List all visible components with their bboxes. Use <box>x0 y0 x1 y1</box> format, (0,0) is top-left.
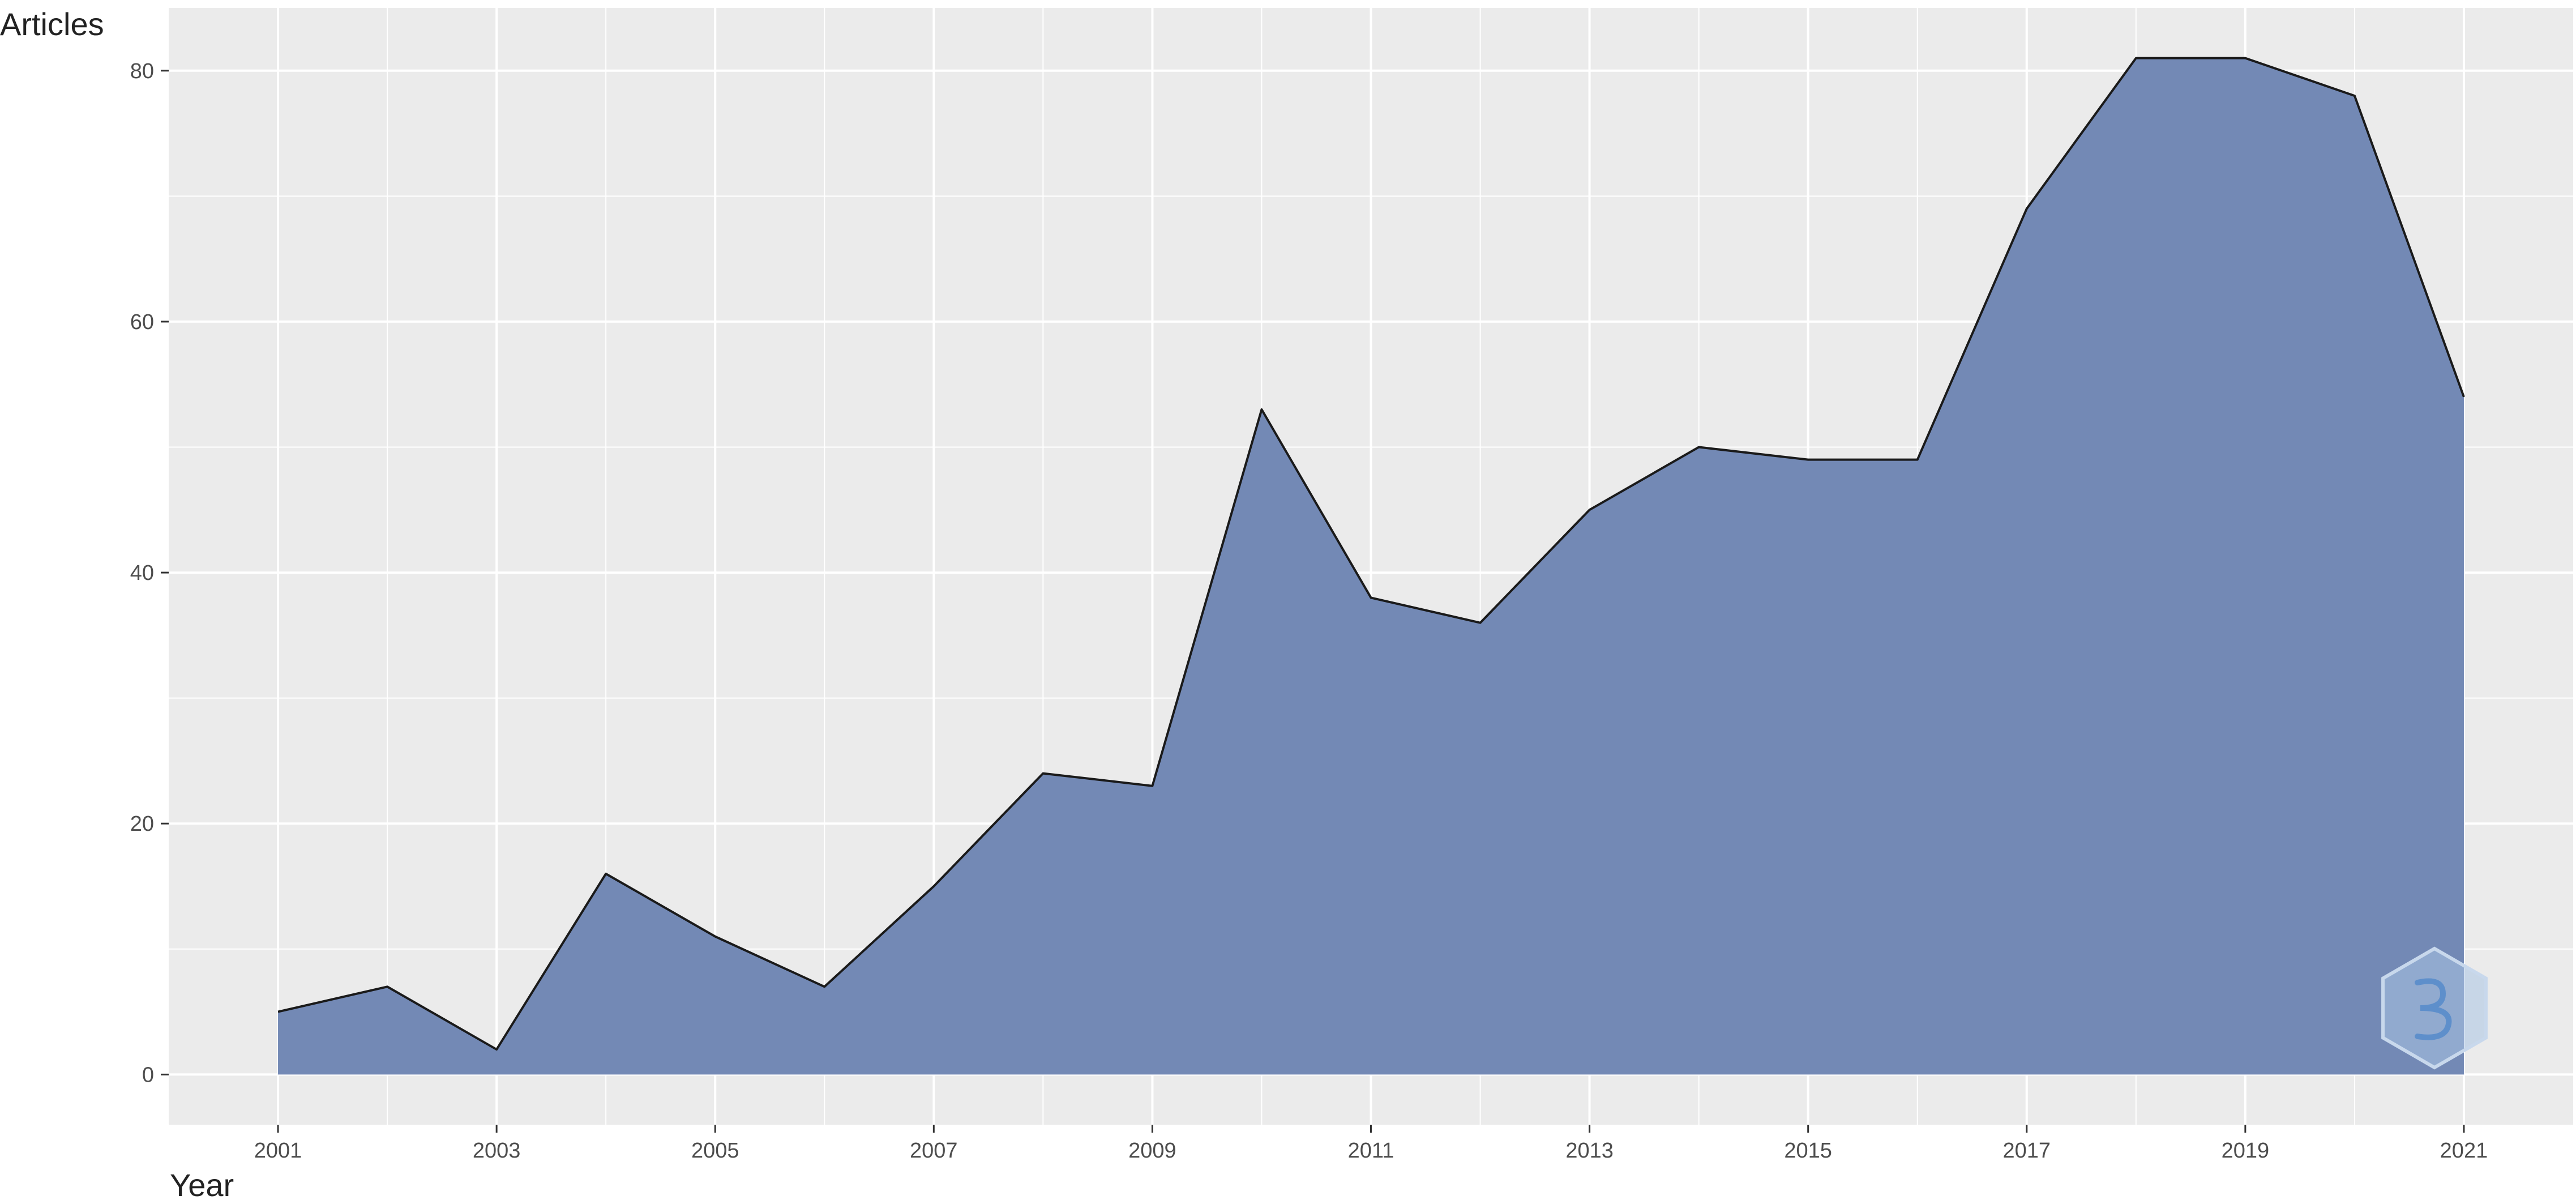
x-tick-label: 2011 <box>1348 1139 1394 1163</box>
x-tick-label: 2019 <box>2222 1139 2270 1163</box>
area-series <box>277 57 2465 1075</box>
y-axis: 0 20 40 60 80 <box>130 59 169 1087</box>
area-outline <box>277 57 2465 1051</box>
x-tick-label: 2009 <box>1128 1139 1176 1163</box>
logo-glyph <box>2415 978 2452 1040</box>
x-tick-label: 2001 <box>254 1139 302 1163</box>
y-tick-label: 40 <box>130 561 154 585</box>
x-axis: 2001 2003 2005 2007 2009 2011 2013 2015 2017 2019… <box>254 1125 2488 1163</box>
x-tick-label: 2015 <box>1784 1139 1832 1163</box>
x-tick-label: 2017 <box>2002 1139 2051 1163</box>
y-tick-label: 80 <box>130 59 154 83</box>
logo-watermark-icon <box>2381 946 2488 1070</box>
y-axis-title: Articles <box>0 6 104 42</box>
y-tick-label: 60 <box>130 310 154 334</box>
x-tick-label: 2005 <box>691 1139 739 1163</box>
x-axis-title: Year <box>170 1167 234 1203</box>
x-tick-label: 2003 <box>473 1139 521 1163</box>
y-tick-label: 0 <box>142 1063 154 1087</box>
area-fill <box>278 58 2464 1075</box>
y-tick-label: 20 <box>130 812 154 836</box>
x-tick-label: 2021 <box>2440 1139 2488 1163</box>
x-tick-label: 2013 <box>1565 1139 1614 1163</box>
x-tick-label: 2007 <box>910 1139 958 1163</box>
